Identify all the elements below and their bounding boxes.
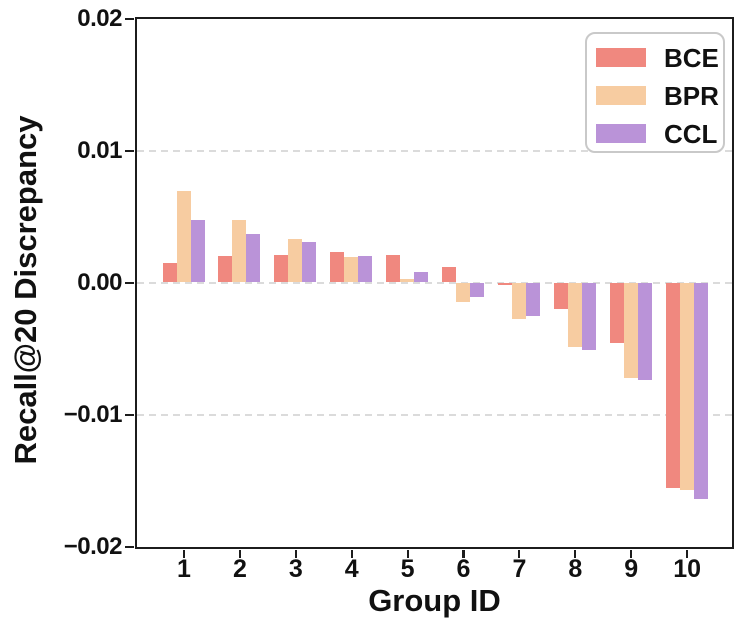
bar-bpr-group6 [456, 282, 470, 303]
x-tick-label-9: 9 [624, 555, 639, 583]
x-tick-label-3: 3 [288, 555, 303, 583]
legend-item-bce: BCE [596, 41, 723, 74]
x-tick-2 [238, 549, 241, 558]
x-tick-label-1: 1 [177, 555, 191, 583]
legend-item-ccl: CCL [596, 117, 723, 150]
x-tick-10 [686, 549, 689, 558]
y-tick-label-−0.02: −0.02 [63, 533, 123, 560]
y-tick-−0.01 [125, 413, 134, 417]
x-tick-label-10: 10 [673, 555, 701, 583]
x-tick-label-8: 8 [568, 555, 583, 583]
x-tick-label-7: 7 [512, 555, 527, 583]
bar-ccl-group1 [190, 220, 205, 283]
bar-ccl-group8 [581, 282, 596, 350]
y-tick-label-−0.01: −0.01 [63, 401, 123, 428]
x-tick-1 [182, 549, 186, 558]
bar-bpr-group4 [344, 257, 359, 283]
bar-bpr-group7 [511, 282, 526, 320]
bar-bpr-group1 [176, 191, 191, 283]
x-tick-label-4: 4 [344, 555, 359, 583]
bar-ccl-group9 [637, 282, 652, 381]
x-tick-label-5: 5 [400, 555, 415, 583]
y-tick-label-0.02: 0.02 [77, 5, 122, 32]
bar-ccl-group3 [302, 241, 317, 283]
x-tick-9 [630, 549, 633, 558]
bar-bce-group10 [665, 282, 680, 489]
y-tick-label-0.01: 0.01 [77, 137, 122, 164]
x-tick-6 [462, 549, 465, 558]
x-tick-4 [350, 549, 353, 558]
x-tick-8 [574, 549, 577, 558]
bar-bce-group3 [274, 254, 289, 283]
bar-bpr-group2 [232, 220, 247, 283]
bar-ccl-group7 [525, 282, 540, 316]
y-axis-label: Recall@20 Discrepancy [8, 115, 43, 465]
bar-bpr-group3 [288, 238, 303, 283]
x-tick-5 [406, 549, 409, 558]
bar-bpr-group10 [679, 282, 694, 490]
bar-ccl-group5 [414, 271, 429, 283]
y-tick-label-0.00: 0.00 [77, 269, 122, 296]
legend-swatch-bce [596, 48, 646, 67]
x-tick-label-2: 2 [232, 555, 247, 583]
bar-bpr-group5 [400, 278, 415, 283]
gridline-y-0.01 [136, 149, 732, 152]
bar-ccl-group2 [246, 233, 261, 283]
bar-bpr-group8 [567, 282, 582, 348]
bar-bce-group1 [162, 262, 177, 283]
legend-label-bce: BCE [664, 42, 719, 73]
bar-bce-group8 [553, 282, 568, 309]
bar-bce-group6 [442, 266, 456, 283]
legend-swatch-bpr [596, 86, 646, 105]
legend-item-bpr: BPR [596, 79, 723, 112]
legend-label-ccl: CCL [664, 118, 718, 149]
bar-bce-group5 [386, 254, 401, 283]
y-tick-0.00 [125, 281, 134, 285]
bar-ccl-group10 [693, 282, 708, 499]
y-tick-0.01 [125, 149, 134, 153]
bar-bpr-group9 [623, 282, 638, 378]
legend-swatch-ccl [596, 124, 646, 143]
bar-ccl-group4 [358, 256, 373, 283]
y-tick-−0.02 [125, 545, 134, 549]
legend: BCE BPR CCL [585, 32, 725, 153]
gridline-y--0.01 [136, 413, 732, 416]
x-tick-label-6: 6 [456, 555, 471, 583]
bar-bce-group2 [218, 256, 233, 283]
x-tick-3 [294, 549, 297, 558]
y-tick-0.02 [125, 17, 134, 21]
bar-bce-group4 [330, 252, 345, 283]
bar-ccl-group6 [470, 282, 484, 298]
legend-label-bpr: BPR [664, 80, 719, 111]
x-tick-7 [518, 549, 521, 558]
gridline-y-0 [136, 281, 732, 284]
bar-bce-group7 [497, 282, 512, 286]
x-axis-label: Group ID [368, 583, 501, 618]
bar-bce-group9 [609, 282, 624, 344]
